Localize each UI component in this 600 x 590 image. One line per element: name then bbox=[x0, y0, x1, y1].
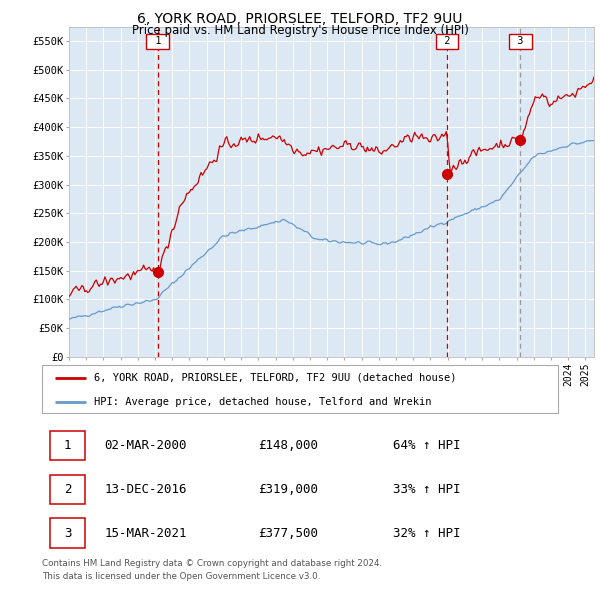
Text: £319,000: £319,000 bbox=[258, 483, 318, 496]
Bar bbox=[50, 431, 85, 460]
Text: 13-DEC-2016: 13-DEC-2016 bbox=[104, 483, 187, 496]
Text: Contains HM Land Registry data © Crown copyright and database right 2024.: Contains HM Land Registry data © Crown c… bbox=[42, 559, 382, 568]
Bar bbox=[50, 474, 85, 504]
Text: £148,000: £148,000 bbox=[258, 439, 318, 452]
Text: 1: 1 bbox=[64, 439, 71, 452]
Text: 02-MAR-2000: 02-MAR-2000 bbox=[104, 439, 187, 452]
Text: 32% ↑ HPI: 32% ↑ HPI bbox=[393, 526, 461, 540]
Text: 33% ↑ HPI: 33% ↑ HPI bbox=[393, 483, 461, 496]
Text: 2: 2 bbox=[64, 483, 71, 496]
Text: This data is licensed under the Open Government Licence v3.0.: This data is licensed under the Open Gov… bbox=[42, 572, 320, 581]
Bar bbox=[50, 519, 85, 548]
Text: HPI: Average price, detached house, Telford and Wrekin: HPI: Average price, detached house, Telf… bbox=[94, 397, 431, 407]
Text: 3: 3 bbox=[511, 37, 529, 47]
Text: 1: 1 bbox=[149, 37, 167, 47]
Text: 2: 2 bbox=[437, 37, 457, 47]
Text: 64% ↑ HPI: 64% ↑ HPI bbox=[393, 439, 461, 452]
Text: 6, YORK ROAD, PRIORSLEE, TELFORD, TF2 9UU: 6, YORK ROAD, PRIORSLEE, TELFORD, TF2 9U… bbox=[137, 12, 463, 27]
Text: 3: 3 bbox=[64, 526, 71, 540]
Text: Price paid vs. HM Land Registry's House Price Index (HPI): Price paid vs. HM Land Registry's House … bbox=[131, 24, 469, 37]
Text: £377,500: £377,500 bbox=[258, 526, 318, 540]
Text: 6, YORK ROAD, PRIORSLEE, TELFORD, TF2 9UU (detached house): 6, YORK ROAD, PRIORSLEE, TELFORD, TF2 9U… bbox=[94, 373, 456, 383]
Text: 15-MAR-2021: 15-MAR-2021 bbox=[104, 526, 187, 540]
